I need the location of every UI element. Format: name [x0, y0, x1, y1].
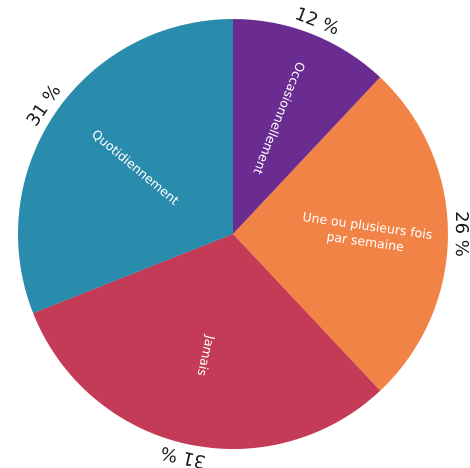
pie-slice-2 [233, 77, 449, 391]
pie-slice-2-percent-label: 26 % [451, 211, 470, 257]
pie-slice-4 [18, 19, 233, 314]
pie-slice-3 [33, 234, 381, 450]
pie-slices [18, 19, 449, 450]
pie-slice-1 [233, 19, 381, 234]
